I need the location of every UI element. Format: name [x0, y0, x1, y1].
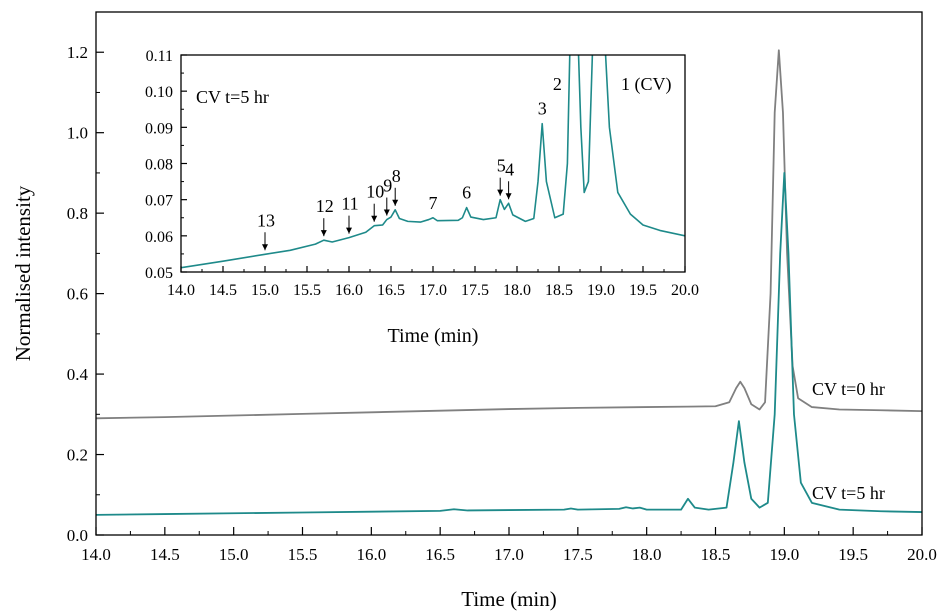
peak-label: 1 (CV)	[621, 74, 672, 95]
peak-label: 5	[497, 156, 506, 176]
main-x-tick-label: 20.0	[907, 545, 937, 564]
inset-x-tick-label: 19.0	[587, 282, 615, 299]
main-y-tick-label: 1.0	[67, 124, 88, 143]
inset-x-tick-label: 17.5	[461, 282, 489, 299]
inset-y-tick-label: 0.08	[145, 157, 173, 174]
peak-label: 10	[366, 182, 384, 202]
peak-label: 8	[392, 166, 401, 186]
inset-y-tick-label: 0.10	[145, 84, 173, 101]
main-x-tick-label: 18.5	[701, 545, 731, 564]
main-series-line-2	[96, 172, 922, 516]
main-x-tick-label: 17.0	[494, 545, 524, 564]
inset-x-tick-label: 15.0	[251, 282, 279, 299]
peak-label: 12	[316, 196, 334, 216]
main-x-tick-label: 17.5	[563, 545, 593, 564]
main-x-tick-label: 16.0	[356, 545, 386, 564]
main-panel: 14.0 14.5 15.0 15.5 16.0 16.5 17.0 17.5 18.0 18.5…	[11, 11, 937, 611]
inset-y-tick-label: 0.05	[145, 265, 173, 282]
inset-y-tick-label: 0.09	[145, 120, 173, 137]
peak-arrow-head	[497, 189, 504, 196]
peak-arrow-head	[371, 215, 378, 222]
inset-x-tick-label: 19.5	[629, 282, 657, 299]
peak-label: 6	[462, 183, 471, 203]
inset-x-tick-label: 16.5	[377, 282, 405, 299]
series-label-cv-t0: CV t=0 hr	[812, 379, 885, 399]
inset-x-tick-label: 16.0	[335, 282, 363, 299]
inset-y-tick-label: 0.11	[146, 48, 173, 65]
main-x-tick-label: 18.0	[632, 545, 662, 564]
series-label-cv-t5: CV t=5 hr	[812, 483, 885, 503]
inset-x-tick-label: 18.0	[503, 282, 531, 299]
main-series-line-1	[96, 49, 922, 420]
main-x-axis-title: Time (min)	[461, 587, 556, 611]
peak-arrow-head	[262, 244, 268, 251]
peak-arrow-head	[505, 193, 512, 200]
main-x-tick-label: 19.5	[838, 545, 868, 564]
main-y-tick-label: 0.6	[67, 285, 88, 304]
inset-x-tick-label: 14.0	[167, 282, 195, 299]
peak-label: 2	[553, 74, 562, 94]
peak-arrow-head	[392, 199, 399, 206]
peak-label: 4	[505, 159, 514, 179]
inset-series-line-1	[181, 55, 685, 269]
main-y-tick-label: 0.4	[67, 365, 89, 384]
inset-x-tick-label: 18.5	[545, 282, 573, 299]
main-y-tick-label: 1.2	[67, 43, 88, 62]
inset-y-tick-label: 0.06	[145, 229, 173, 246]
inset-panel: 14.0 14.5 15.0 15.5 16.0 16.5 17.0 17.5 18.0 18.5…	[145, 48, 699, 347]
main-y-axis-title: Normalised intensity	[11, 185, 35, 361]
peak-arrow-head	[320, 230, 327, 237]
main-y-tick-label: 0.0	[67, 526, 88, 545]
main-y-tick-label: 0.2	[67, 446, 88, 465]
inset-x-tick-label: 20.0	[671, 282, 699, 299]
peak-arrow-head	[383, 209, 390, 216]
main-y-tick-label: 0.8	[67, 204, 88, 223]
peak-label: 9	[383, 176, 392, 196]
main-x-tick-label: 16.5	[425, 545, 455, 564]
main-x-tick-label: 14.5	[150, 545, 180, 564]
peak-label: 11	[341, 194, 358, 214]
peak-label: 13	[257, 210, 275, 230]
inset-x-tick-label: 15.5	[293, 282, 321, 299]
main-x-tick-label: 15.5	[288, 545, 318, 564]
inset-x-tick-label: 14.5	[209, 282, 237, 299]
inset-x-tick-label: 17.0	[419, 282, 447, 299]
main-x-tick-label: 19.0	[769, 545, 799, 564]
peak-label: 3	[538, 99, 547, 119]
inset-y-tick-label: 0.07	[145, 193, 173, 210]
peak-label: 7	[429, 193, 438, 213]
peak-arrow-head	[346, 227, 352, 234]
inset-x-axis-title: Time (min)	[388, 325, 479, 347]
main-x-tick-label: 14.0	[81, 545, 111, 564]
inset-title: CV t=5 hr	[196, 87, 269, 107]
main-x-tick-label: 15.0	[219, 545, 249, 564]
